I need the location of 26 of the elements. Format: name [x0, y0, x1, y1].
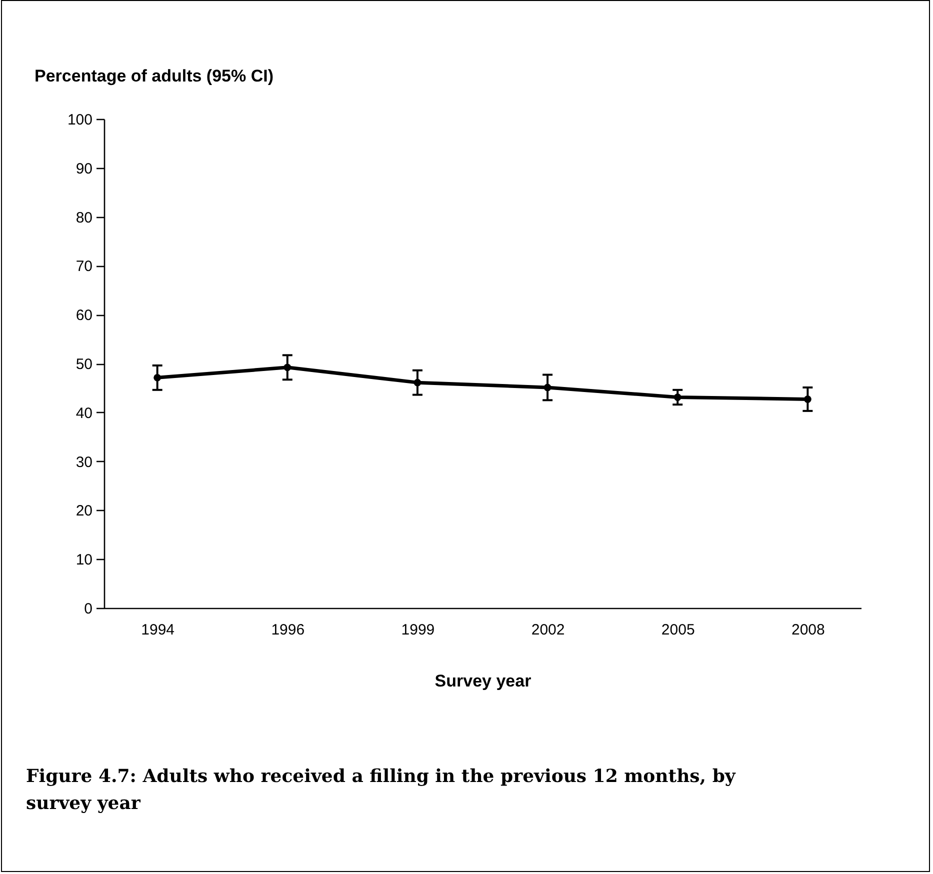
point — [804, 395, 812, 403]
y-tick-label: 100 — [67, 112, 92, 128]
x-axis-title: Survey year — [434, 672, 532, 690]
x-tick-label: 2008 — [791, 622, 825, 638]
x-tick-label: 2002 — [531, 622, 565, 638]
y-tick-label: 70 — [76, 258, 92, 276]
y-tick-label: 20 — [76, 502, 92, 520]
point — [674, 394, 682, 401]
y-tick-label: 10 — [76, 552, 92, 569]
x-tick-label: 1994 — [141, 622, 175, 638]
x-tick-label: 1999 — [401, 622, 435, 638]
x-tick-label: 2005 — [661, 622, 695, 638]
point — [414, 378, 422, 386]
y-tick-label: 30 — [76, 454, 92, 471]
point — [544, 384, 552, 392]
x-tick-label: 1996 — [271, 622, 305, 638]
caption: Figure 4.7: Adults who received a filling in the previous 12 months, by survey year — [26, 765, 737, 816]
point — [154, 374, 162, 382]
point — [284, 364, 292, 372]
y-tick-label: 50 — [76, 356, 92, 373]
y-tick-label: 90 — [76, 160, 92, 178]
y-tick-label: 80 — [76, 209, 92, 226]
y-tick-label: 0 — [84, 600, 92, 618]
y-tick-label: 60 — [76, 307, 92, 324]
y-tick-label: 40 — [76, 404, 92, 422]
y-axis-title: Percentage of adults (95% CI) — [34, 66, 274, 86]
